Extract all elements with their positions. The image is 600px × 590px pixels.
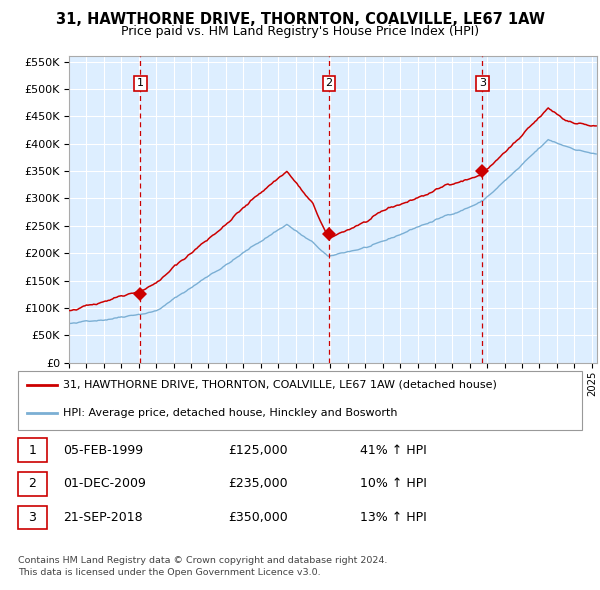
Text: £350,000: £350,000 <box>228 511 288 524</box>
Text: 21-SEP-2018: 21-SEP-2018 <box>63 511 143 524</box>
Text: 10% ↑ HPI: 10% ↑ HPI <box>360 477 427 490</box>
Text: 3: 3 <box>28 511 37 524</box>
Text: 2: 2 <box>325 78 332 88</box>
Text: Price paid vs. HM Land Registry's House Price Index (HPI): Price paid vs. HM Land Registry's House … <box>121 25 479 38</box>
Text: 31, HAWTHORNE DRIVE, THORNTON, COALVILLE, LE67 1AW (detached house): 31, HAWTHORNE DRIVE, THORNTON, COALVILLE… <box>63 380 497 389</box>
Text: 41% ↑ HPI: 41% ↑ HPI <box>360 444 427 457</box>
Text: £235,000: £235,000 <box>228 477 287 490</box>
Text: This data is licensed under the Open Government Licence v3.0.: This data is licensed under the Open Gov… <box>18 568 320 576</box>
Text: £125,000: £125,000 <box>228 444 287 457</box>
Text: 1: 1 <box>137 78 144 88</box>
Text: Contains HM Land Registry data © Crown copyright and database right 2024.: Contains HM Land Registry data © Crown c… <box>18 556 388 565</box>
Text: 13% ↑ HPI: 13% ↑ HPI <box>360 511 427 524</box>
Text: 3: 3 <box>479 78 486 88</box>
Text: 05-FEB-1999: 05-FEB-1999 <box>63 444 143 457</box>
Text: 01-DEC-2009: 01-DEC-2009 <box>63 477 146 490</box>
Text: 31, HAWTHORNE DRIVE, THORNTON, COALVILLE, LE67 1AW: 31, HAWTHORNE DRIVE, THORNTON, COALVILLE… <box>56 12 545 27</box>
Text: 1: 1 <box>28 444 37 457</box>
Text: 2: 2 <box>28 477 37 490</box>
Text: HPI: Average price, detached house, Hinckley and Bosworth: HPI: Average price, detached house, Hinc… <box>63 408 398 418</box>
